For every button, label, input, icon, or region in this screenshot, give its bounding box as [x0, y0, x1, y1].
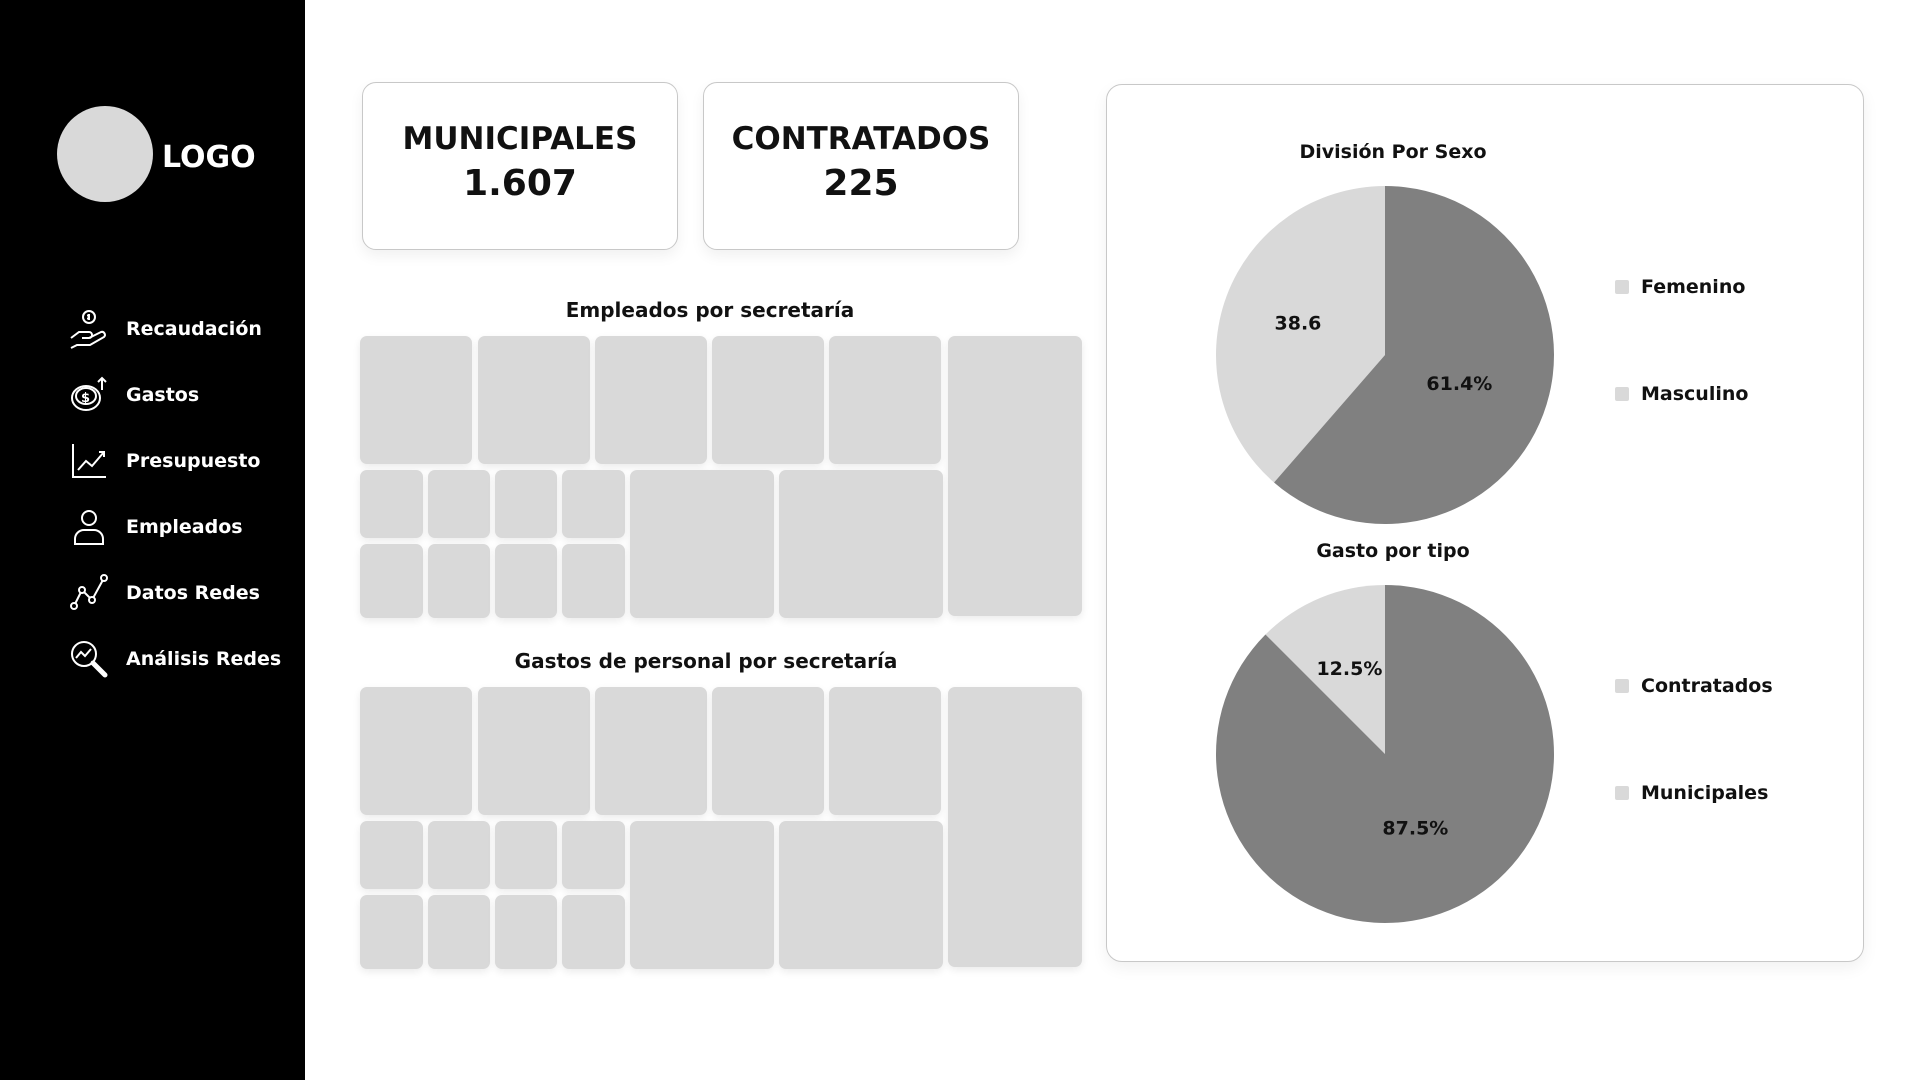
svg-text:$: $: [81, 391, 90, 406]
hand-coin-icon: [68, 308, 110, 350]
treemap-tile[interactable]: [478, 336, 590, 464]
kpi-card-contratados: CONTRATADOS 225: [703, 82, 1019, 250]
treemap-tile[interactable]: [595, 687, 707, 815]
sidebar-item-label: Presupuesto: [126, 450, 261, 472]
legend-item-municipales: Municipales: [1615, 782, 1768, 804]
kpi-value: 225: [823, 163, 899, 204]
empleados-treemap-title: Empleados por secretaría: [565, 298, 855, 322]
legend-item-contratados: Contratados: [1615, 675, 1773, 697]
treemap-tile[interactable]: [829, 687, 941, 815]
user-icon: [68, 506, 110, 548]
sidebar-item-label: Recaudación: [126, 318, 262, 340]
pie-data-label: 87.5%: [1382, 817, 1448, 839]
sidebar-item-datos-redes[interactable]: Datos Redes: [68, 560, 298, 626]
treemap-tile[interactable]: [630, 821, 774, 969]
sidebar-item-label: Análisis Redes: [126, 648, 282, 670]
treemap-tile[interactable]: [428, 821, 490, 889]
kpi-label: CONTRATADOS: [731, 121, 991, 157]
treemap-tile[interactable]: [948, 336, 1082, 616]
treemap-tile[interactable]: [562, 470, 625, 538]
treemap-tile[interactable]: [712, 336, 824, 464]
legend-label: Contratados: [1641, 675, 1773, 697]
legend-swatch: [1615, 679, 1629, 693]
sidebar-item-analisis-redes[interactable]: Análisis Redes: [68, 626, 298, 692]
pie-title-sexo: División Por Sexo: [1299, 141, 1487, 163]
network-graph-icon: [68, 572, 110, 614]
treemap-tile[interactable]: [478, 687, 590, 815]
pie-data-label: 61.4%: [1426, 373, 1492, 395]
legend-swatch: [1615, 387, 1629, 401]
legend-swatch: [1615, 786, 1629, 800]
legend-label: Municipales: [1641, 782, 1769, 804]
treemap-tile[interactable]: [562, 895, 625, 969]
pie-data-label: 12.5%: [1316, 658, 1382, 680]
gastos-treemap: [360, 687, 1082, 971]
treemap-tile[interactable]: [428, 470, 490, 538]
sidebar-item-recaudacion[interactable]: Recaudación: [68, 296, 298, 362]
legend-item-masculino: Masculino: [1615, 383, 1748, 405]
gastos-treemap-title: Gastos de personal por secretaría: [514, 649, 898, 673]
pie-title-gasto: Gasto por tipo: [1316, 540, 1470, 562]
search-analytics-icon: [68, 638, 110, 680]
treemap-tile[interactable]: [428, 544, 490, 618]
treemap-tile[interactable]: [495, 470, 557, 538]
sidebar-item-label: Gastos: [126, 384, 200, 406]
pie-slice-contratados[interactable]: [1265, 585, 1385, 754]
pie-chart-gasto: 12.5% 87.5%: [1216, 585, 1554, 923]
treemap-tile[interactable]: [630, 470, 774, 618]
treemap-tile[interactable]: [712, 687, 824, 815]
sidebar-item-label: Datos Redes: [126, 582, 260, 604]
treemap-tile[interactable]: [495, 895, 557, 969]
kpi-value: 1.607: [463, 163, 577, 204]
treemap-tile[interactable]: [779, 821, 943, 969]
legend-label: Masculino: [1641, 383, 1749, 405]
treemap-tile[interactable]: [495, 821, 557, 889]
pie-slice-masculino[interactable]: [1274, 186, 1554, 524]
treemap-tile[interactable]: [360, 895, 423, 969]
pie-slice-municipales[interactable]: [1216, 585, 1554, 923]
kpi-card-municipales: MUNICIPALES 1.607: [362, 82, 678, 250]
treemap-tile[interactable]: [948, 687, 1082, 967]
charts-panel: División Por Sexo 38.6 61.4% Femenino Mas…: [1106, 84, 1864, 962]
treemap-tile[interactable]: [562, 544, 625, 618]
sidebar: LOGO Recaudación $ Gastos: [0, 0, 305, 1080]
pie-chart-sexo: 38.6 61.4%: [1216, 186, 1554, 524]
treemap-tile[interactable]: [360, 336, 472, 464]
treemap-tile[interactable]: [779, 470, 943, 618]
treemap-tile[interactable]: [360, 544, 423, 618]
kpi-label: MUNICIPALES: [402, 121, 638, 157]
sidebar-item-label: Empleados: [126, 516, 243, 538]
pie-data-label: 38.6: [1275, 312, 1322, 334]
sidebar-item-presupuesto[interactable]: Presupuesto: [68, 428, 298, 494]
line-chart-icon: [68, 440, 110, 482]
legend-item-femenino: Femenino: [1615, 276, 1745, 298]
coins-up-icon: $: [68, 374, 110, 416]
logo-text: LOGO: [162, 140, 256, 175]
treemap-tile[interactable]: [595, 336, 707, 464]
pie-slice-femenino[interactable]: [1216, 186, 1385, 483]
legend-label: Femenino: [1641, 276, 1746, 298]
treemap-tile[interactable]: [562, 821, 625, 889]
sidebar-item-gastos[interactable]: $ Gastos: [68, 362, 298, 428]
treemap-tile[interactable]: [428, 895, 490, 969]
treemap-tile[interactable]: [495, 544, 557, 618]
empleados-treemap: [360, 336, 1082, 620]
treemap-tile[interactable]: [360, 687, 472, 815]
treemap-tile[interactable]: [829, 336, 941, 464]
logo-circle: [57, 106, 153, 202]
sidebar-item-empleados[interactable]: Empleados: [68, 494, 298, 560]
treemap-tile[interactable]: [360, 470, 423, 538]
legend-swatch: [1615, 280, 1629, 294]
sidebar-nav: Recaudación $ Gastos Presupuesto: [68, 296, 298, 692]
treemap-tile[interactable]: [360, 821, 423, 889]
